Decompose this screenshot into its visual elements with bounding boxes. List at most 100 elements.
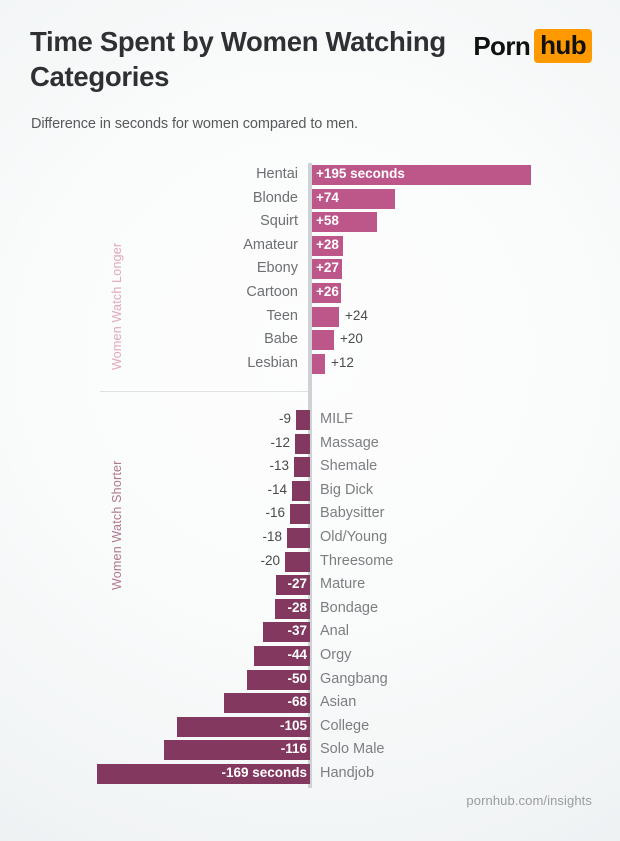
bar xyxy=(285,551,310,572)
bar-category-label: Mature xyxy=(320,576,366,593)
bar-category-label: Ebony xyxy=(256,260,298,277)
bar-row-negative: -14 Big Dick xyxy=(0,480,620,501)
bar-row-positive: Cartoon +26 xyxy=(0,283,620,303)
bar-row-positive: Babe +20 xyxy=(0,330,620,351)
bar xyxy=(276,575,310,596)
bar-value-label: +27 xyxy=(316,260,339,276)
bar-row-negative: -27 Mature xyxy=(0,575,620,596)
bar-value-label: -27 xyxy=(287,576,307,592)
bar-category-label: Babe xyxy=(264,331,298,348)
header: Time Spent by Women Watching Categories … xyxy=(0,0,620,150)
bar-value-label: -116 xyxy=(280,741,307,757)
bar-category-label: Asian xyxy=(320,694,357,711)
bar-row-negative: -50 Gangbang xyxy=(0,669,620,690)
bar xyxy=(224,693,310,714)
bar-category-label: Old/Young xyxy=(320,529,388,545)
bar xyxy=(312,283,341,303)
bar xyxy=(294,457,310,478)
bar xyxy=(164,740,310,761)
bar-category-label: Babysitter xyxy=(320,505,385,522)
bar-value-label: -28 xyxy=(287,599,307,615)
bar-value-label: +58 xyxy=(316,213,339,229)
bar-row-negative: -16 Babysitter xyxy=(0,504,620,525)
bar xyxy=(312,353,325,374)
bar-row-negative: -9 MILF xyxy=(0,410,620,430)
bar-category-label: Teen xyxy=(266,307,298,324)
bar-value-label: -68 xyxy=(287,694,307,710)
logo-text-primary: Porn xyxy=(473,30,531,61)
bar-category-label: Hentai xyxy=(256,166,298,182)
bar xyxy=(312,259,342,280)
bar xyxy=(290,504,310,525)
bar-row-negative: -13 Shemale xyxy=(0,457,620,478)
bar-category-label: Shemale xyxy=(320,458,378,475)
bar-category-label: Gangbang xyxy=(320,670,388,687)
bar-value-label: +24 xyxy=(345,307,368,323)
bar xyxy=(177,716,310,737)
bar xyxy=(312,212,377,233)
bar xyxy=(97,764,310,784)
bar-row-positive: Squirt +58 xyxy=(0,212,620,233)
bar-row-positive: Lesbian +12 xyxy=(0,353,620,374)
bar-category-label: Handjob xyxy=(320,765,375,781)
bar xyxy=(312,165,531,185)
bar-value-label: -37 xyxy=(287,623,307,639)
logo-text-accent: hub xyxy=(534,29,592,63)
bar-value-label: -13 xyxy=(269,458,289,474)
bar xyxy=(275,598,310,619)
bar-row-negative: -44 Orgy xyxy=(0,646,620,666)
bar-value-label: +195 seconds xyxy=(316,166,405,181)
bar-value-label: -16 xyxy=(265,505,285,521)
zero-axis-line xyxy=(308,163,312,788)
bar-category-label: MILF xyxy=(320,411,354,427)
bar-row-negative: -68 Asian xyxy=(0,693,620,714)
bar-row-negative: -169 seconds Handjob xyxy=(0,764,620,784)
bar-category-label: Massage xyxy=(320,434,379,451)
bar-value-label: -169 seconds xyxy=(221,765,307,780)
bar-row-positive: Hentai +195 seconds xyxy=(0,165,620,185)
bar-row-negative: -20 Threesome xyxy=(0,551,620,572)
bar-row-negative: -28 Bondage xyxy=(0,598,620,619)
bar xyxy=(312,330,334,351)
bar-category-label: Lesbian xyxy=(247,354,298,371)
bar xyxy=(312,235,343,256)
bar-category-label: Threesome xyxy=(320,552,394,569)
bar-row-negative: -18 Old/Young xyxy=(0,528,620,548)
group-divider xyxy=(100,391,308,392)
bar-category-label: Bondage xyxy=(320,599,379,616)
bar-category-label: Orgy xyxy=(320,647,352,663)
bar-category-label: Solo Male xyxy=(320,741,385,758)
bar-value-label: -105 xyxy=(279,717,307,733)
bar-row-positive: Blonde +74 xyxy=(0,188,620,209)
bar-category-label: Blonde xyxy=(252,189,298,206)
bar-category-label: Amateur xyxy=(243,236,298,253)
bar-value-label: -20 xyxy=(260,552,280,568)
bar-category-label: Squirt xyxy=(260,213,298,230)
page-subtitle: Difference in seconds for women compared… xyxy=(31,116,358,132)
bar xyxy=(312,188,395,209)
pornhub-logo: Porn hub xyxy=(473,29,592,63)
bar xyxy=(296,410,310,430)
bar-value-label: -44 xyxy=(287,647,307,662)
bar-row-positive: Teen +24 xyxy=(0,306,620,327)
bar-value-label: -9 xyxy=(278,411,291,426)
bar-value-label: +20 xyxy=(340,331,363,347)
source-link: pornhub.com/insights xyxy=(466,793,592,808)
bar-row-negative: -116 Solo Male xyxy=(0,740,620,761)
bar-category-label: College xyxy=(320,717,370,734)
bar-row-positive: Ebony +27 xyxy=(0,259,620,280)
bar xyxy=(295,433,310,454)
bar xyxy=(312,306,339,327)
page-title: Time Spent by Women Watching Categories xyxy=(30,26,446,92)
bar xyxy=(292,480,310,501)
bar-value-label: +28 xyxy=(316,236,339,252)
bar-value-label: +74 xyxy=(316,189,339,205)
bar-value-label: -18 xyxy=(262,529,282,544)
bar-value-label: +12 xyxy=(331,354,354,370)
bar-value-label: -12 xyxy=(270,434,290,450)
bar-value-label: -50 xyxy=(287,670,307,686)
bar-row-negative: -37 Anal xyxy=(0,622,620,643)
bar-category-label: Anal xyxy=(320,623,350,640)
bar xyxy=(254,646,310,666)
bar-row-negative: -12 Massage xyxy=(0,433,620,454)
